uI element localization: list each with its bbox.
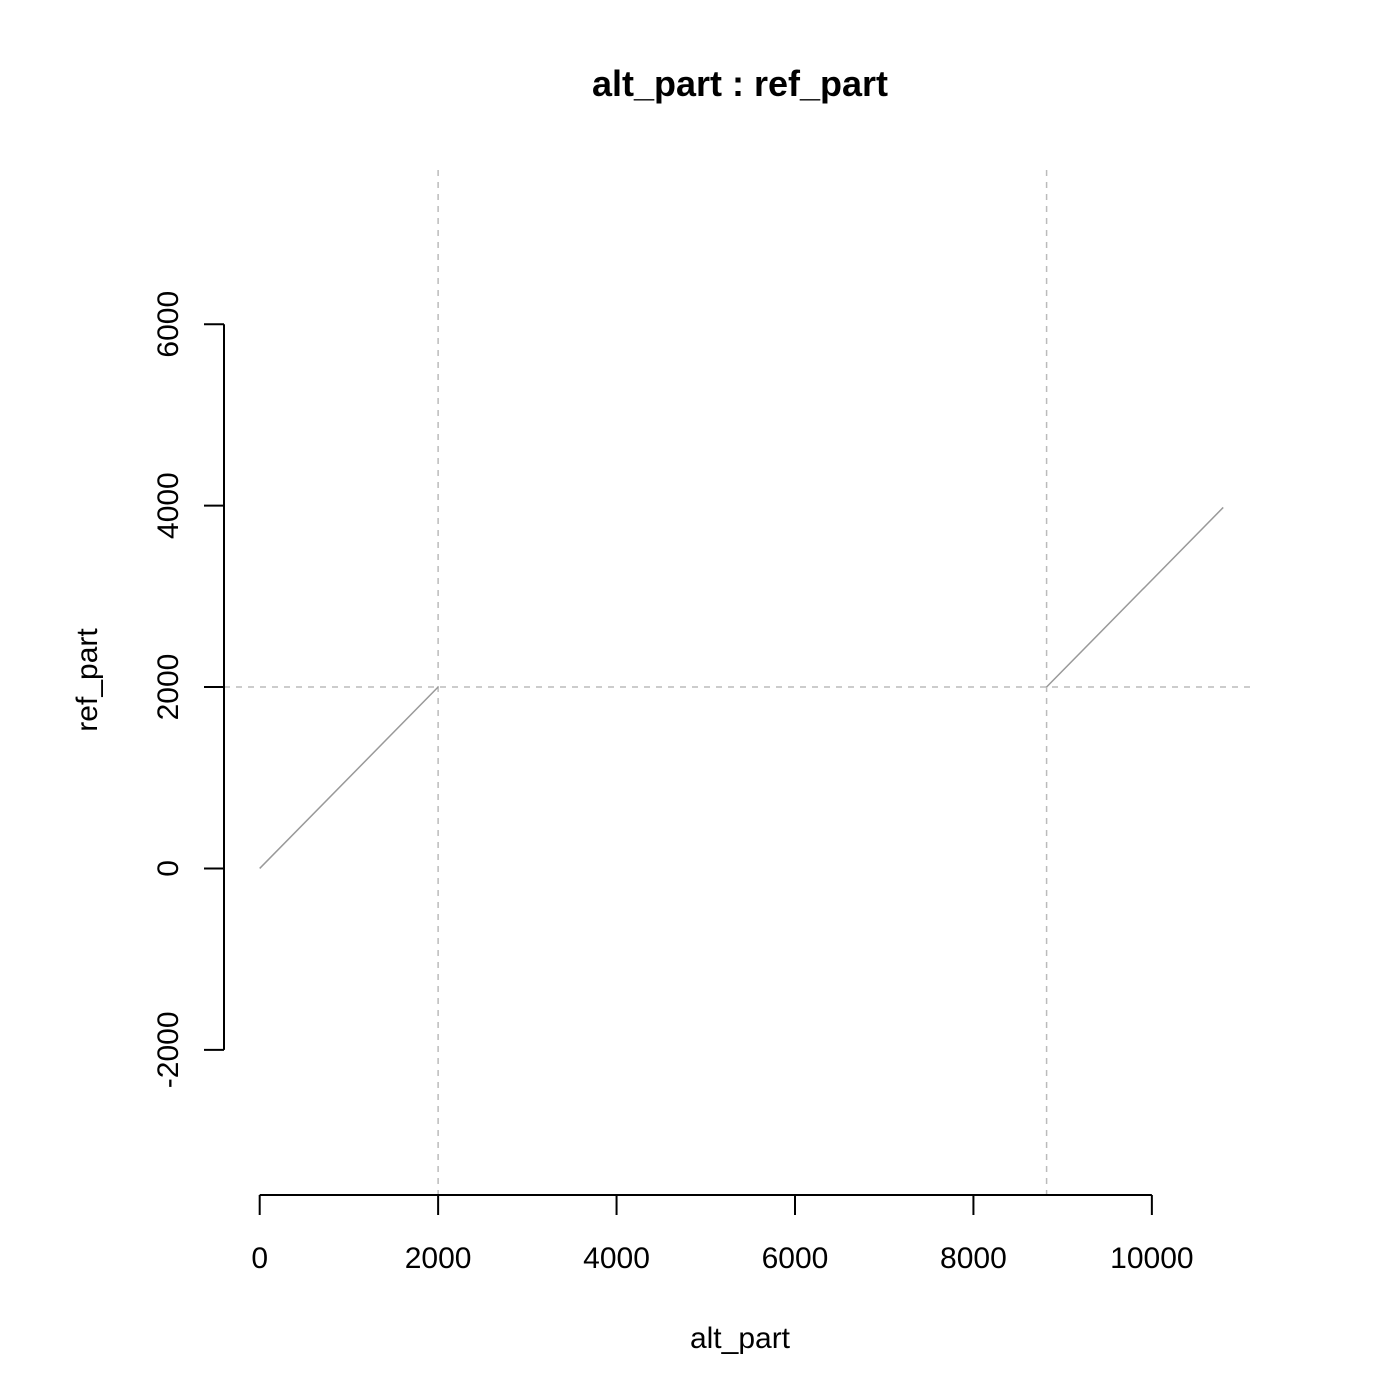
y-axis: -2000 0 2000 4000 6000 — [152, 291, 225, 1089]
y-tick-label-3: 4000 — [152, 472, 185, 539]
x-tick-label-5: 10000 — [1110, 1242, 1193, 1275]
series-line-1 — [1046, 506, 1224, 688]
x-tick-label-0: 0 — [251, 1242, 268, 1275]
reference-lines — [224, 170, 1250, 1195]
x-tick-label-3: 6000 — [762, 1242, 829, 1275]
data-series — [259, 506, 1224, 869]
chart-title: alt_part : ref_part — [592, 63, 888, 104]
x-axis: 0 2000 4000 6000 8000 10000 — [251, 1194, 1194, 1275]
y-tick-label-0: -2000 — [152, 1012, 185, 1089]
x-tick-label-2: 4000 — [583, 1242, 650, 1275]
y-tick-label-1: 0 — [152, 860, 185, 877]
x-tick-label-1: 2000 — [405, 1242, 472, 1275]
y-tick-label-4: 6000 — [152, 291, 185, 358]
y-tick-label-2: 2000 — [152, 654, 185, 721]
x-axis-label: alt_part — [690, 1322, 791, 1355]
y-axis-label: ref_part — [71, 628, 104, 732]
x-tick-label-4: 8000 — [940, 1242, 1007, 1275]
series-line-0 — [259, 686, 439, 869]
